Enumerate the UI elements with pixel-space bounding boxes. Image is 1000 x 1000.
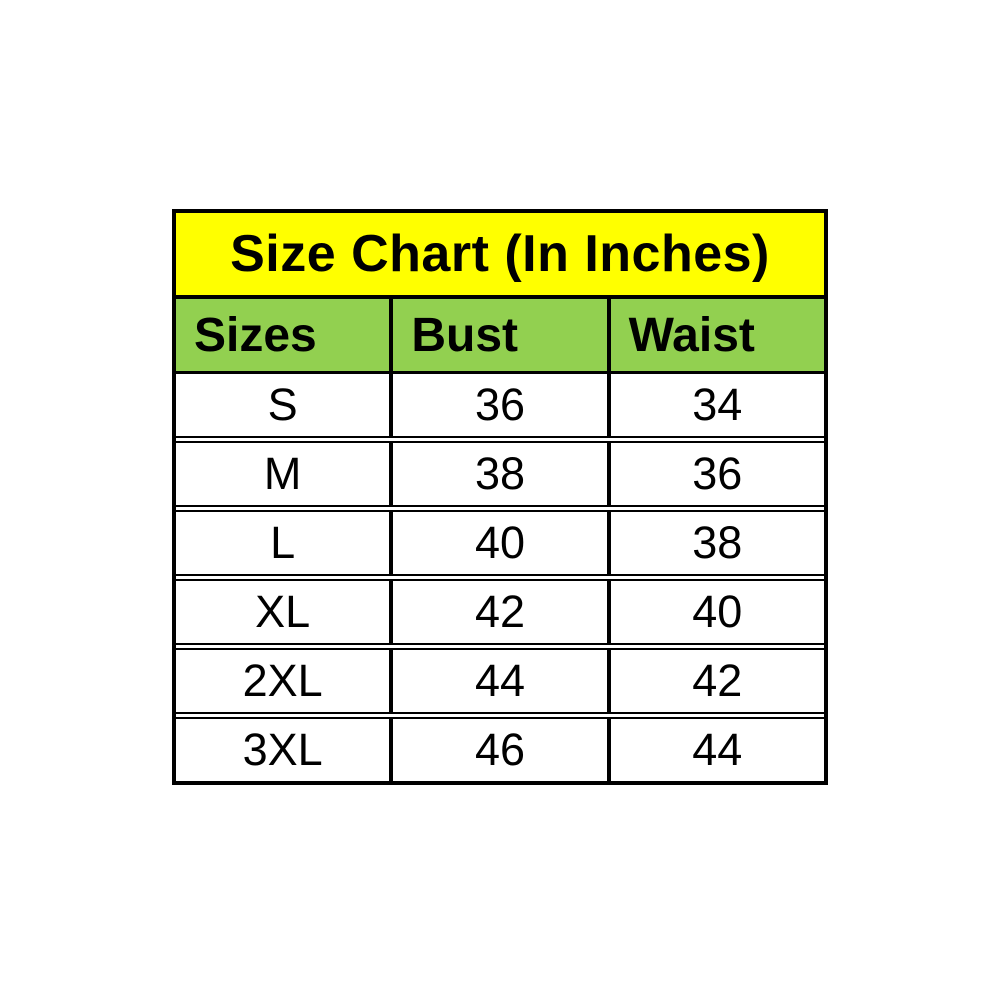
size-cell: M — [263, 448, 302, 499]
waist-cell: 36 — [606, 443, 824, 505]
size-cell: XL — [255, 586, 311, 637]
size-cell: 2XL — [242, 655, 323, 706]
bust-cell: 42 — [389, 581, 606, 643]
table-row-m: M 38 36 — [176, 441, 824, 507]
column-header-sizes: Sizes — [176, 299, 390, 371]
bust-cell: 46 — [389, 719, 606, 781]
size-chart-table: Size Chart (In Inches) Sizes Bust Waist … — [172, 209, 828, 785]
size-cell: L — [270, 517, 296, 568]
table-header-row: Sizes Bust Waist — [176, 299, 824, 374]
table-title: Size Chart (In Inches) — [230, 225, 770, 283]
bust-cell: 36 — [389, 374, 606, 436]
bust-cell: 44 — [389, 650, 606, 712]
size-cell: S — [267, 379, 298, 430]
table-row-xl: XL 42 40 — [176, 579, 824, 645]
waist-cell: 38 — [606, 512, 824, 574]
size-cell: 3XL — [242, 724, 323, 775]
waist-cell: 44 — [606, 719, 824, 781]
table-row-l: L 40 38 — [176, 510, 824, 576]
waist-cell: 40 — [606, 581, 824, 643]
bust-cell: 40 — [389, 512, 606, 574]
table-row-3xl: 3XL 46 44 — [176, 717, 824, 781]
bust-cell: 38 — [389, 443, 606, 505]
column-header-bust: Bust — [389, 299, 607, 371]
table-row-s: S 36 34 — [176, 374, 824, 438]
waist-cell: 42 — [606, 650, 824, 712]
table-row-2xl: 2XL 44 42 — [176, 648, 824, 714]
waist-cell: 34 — [606, 374, 824, 436]
table-title-row: Size Chart (In Inches) — [176, 213, 824, 299]
column-header-waist: Waist — [606, 299, 824, 371]
